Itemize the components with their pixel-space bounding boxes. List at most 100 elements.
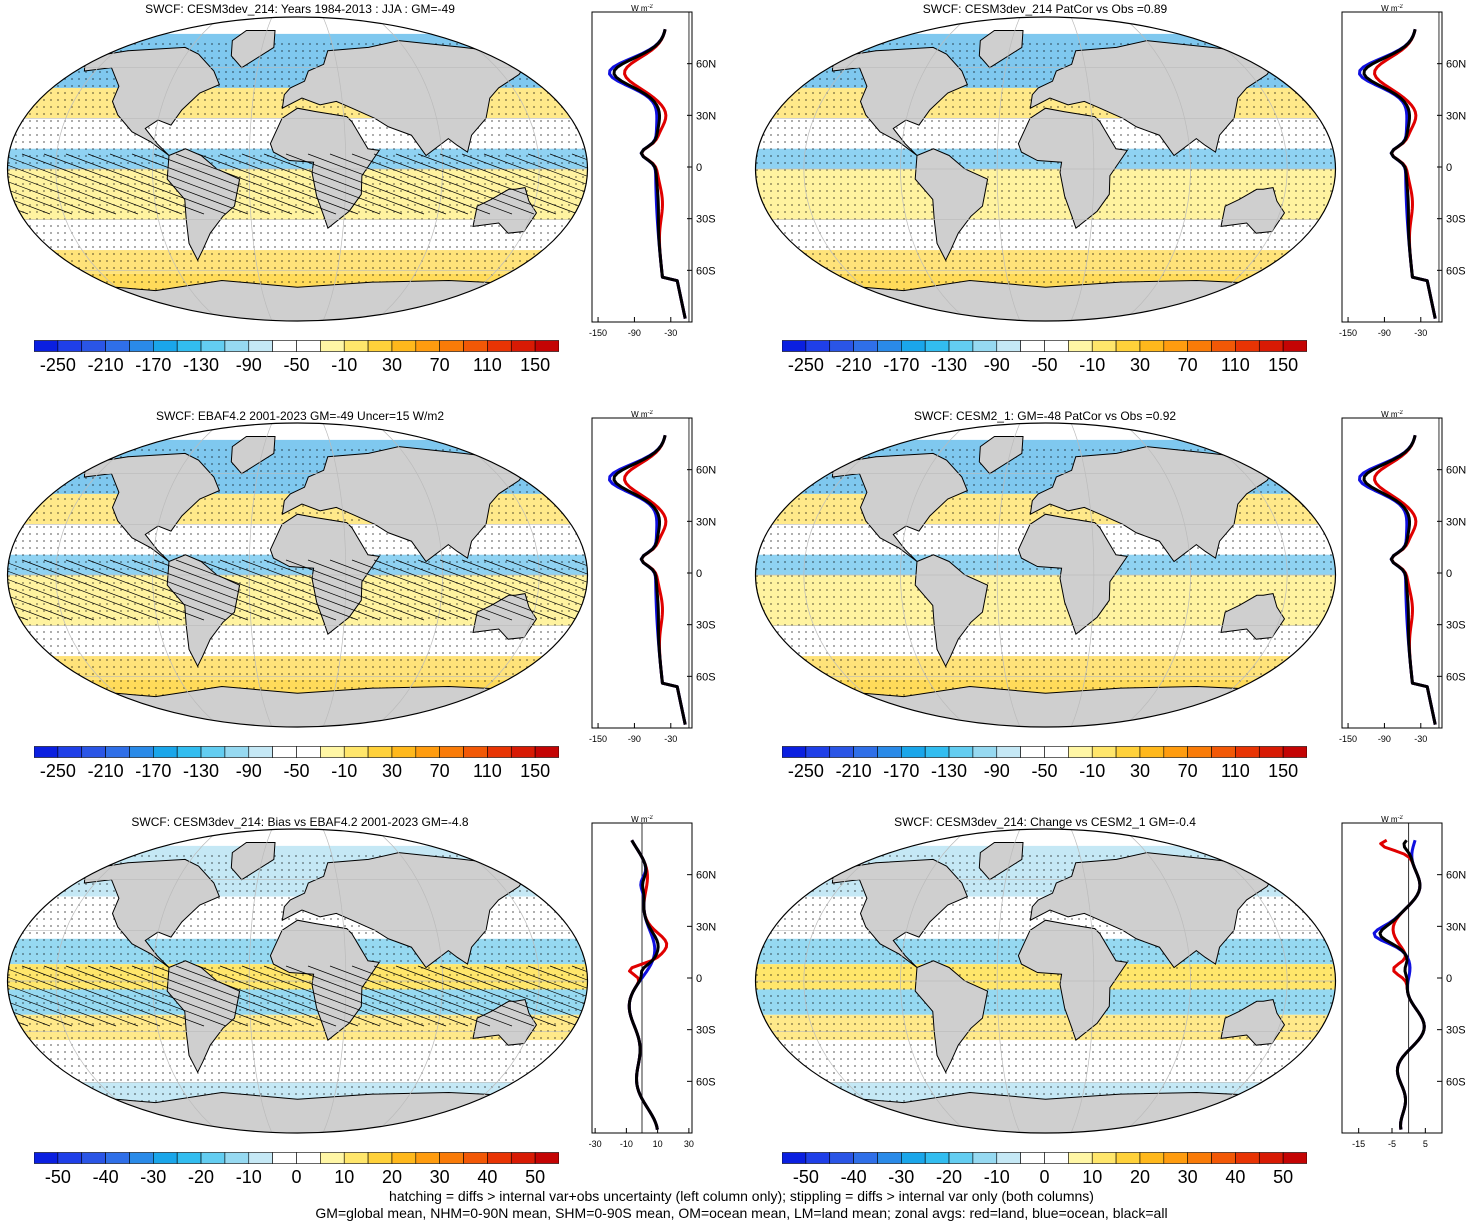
colorbar-swatch [343, 340, 369, 352]
graticule-lon-line [900, 17, 969, 321]
lat-tick-label: 60N [696, 870, 716, 882]
graticule-lon-line [152, 423, 221, 727]
world-map-6 [748, 826, 1343, 1136]
colorbar-swatch [57, 746, 83, 758]
hatch-line [87, 153, 249, 215]
zonal-plot-frame [1341, 11, 1443, 323]
hatch-line [21, 965, 183, 1027]
hatch-line [7, 965, 139, 1027]
hatch-line [0, 154, 6, 214]
hatch-line [7, 559, 161, 621]
colorbar-swatch [296, 746, 321, 758]
colorbar-tick-label: 50 [1273, 1167, 1294, 1187]
colorbar-swatch [1235, 1152, 1260, 1164]
colorbar-swatch [296, 1152, 321, 1164]
colorbar-tick-label: 30 [1177, 1167, 1198, 1187]
land-africa [1017, 513, 1129, 635]
lat-tick-label: 60S [1446, 671, 1466, 683]
x-tick-label: 10 [653, 1139, 663, 1149]
colorbar-swatch [1163, 1152, 1188, 1164]
panel-title-5: SWCF: CESM3dev_214: Bias vs EBAF4.2 2001… [131, 815, 469, 829]
colorbar-tick-label: 150 [520, 355, 551, 375]
graticule-lon-line [803, 423, 918, 727]
lat-tick-label: 60N [1446, 465, 1466, 477]
lat-tick-label: 0 [696, 973, 702, 985]
hatch-line [7, 559, 139, 621]
colorbar-tick-label: 30 [1129, 761, 1150, 781]
hatch-line [197, 153, 359, 215]
colorbar-1 [34, 340, 559, 352]
lat-tick-label: 30N [1446, 516, 1466, 528]
graticule-lon-line [425, 17, 540, 321]
colorbar-swatch [105, 340, 130, 352]
hatch-line [7, 153, 73, 215]
colorbar-swatch [200, 340, 226, 352]
colorbar-swatch [510, 1152, 536, 1164]
colorbar-swatch [1091, 746, 1117, 758]
land-europe-asia [1029, 40, 1272, 157]
graticule-lon-line [1070, 17, 1095, 321]
colorbar-swatch [877, 1152, 902, 1164]
colorbar-swatch [248, 746, 273, 758]
lat-tick-label: 60S [696, 1076, 716, 1088]
colorbar-swatch [129, 746, 154, 758]
colorbar-swatch [1258, 746, 1284, 758]
land-south-america [166, 148, 241, 262]
colorbar-tick-label: 70 [1177, 761, 1198, 781]
colorbar-swatch [463, 340, 488, 352]
hatch-line [65, 965, 227, 1027]
hatch-line [527, 559, 588, 621]
colorbar-swatch [367, 1152, 393, 1164]
colorbar-tick-label: -210 [835, 355, 872, 375]
colorbar-tick-label: 110 [473, 761, 502, 781]
colorbar-swatch [57, 340, 83, 352]
colorbar-tick-label: -130 [931, 355, 968, 375]
x-tick-label: -30 [1414, 734, 1427, 744]
lat-tick-label: 30S [1446, 620, 1466, 632]
hatch-line [21, 153, 183, 215]
colorbar-swatch [1091, 1152, 1117, 1164]
hatch-line [527, 965, 588, 1027]
hatch-line [175, 153, 337, 215]
colorbar-tick-label: -50 [283, 761, 310, 781]
colorbar-tick-label: -50 [1031, 355, 1058, 375]
colorbar-swatch [924, 746, 950, 758]
colorbar-tick-label: -210 [87, 761, 124, 781]
footer-note-2: GM=global mean, NHM=0-90N mean, SHM=0-90… [315, 1205, 1168, 1221]
unit-label: W m-2 [631, 815, 653, 824]
hatch-line [483, 559, 588, 621]
colorbar-tick-label: -20 [936, 1167, 963, 1187]
colorbar-swatch [877, 340, 902, 352]
colorbar-swatch [996, 746, 1021, 758]
hatch-line [395, 559, 557, 621]
colorbar-tick-label: 110 [473, 355, 502, 375]
land-europe-asia [281, 852, 524, 969]
colorbar-2 [782, 340, 1307, 352]
colorbar-swatch [924, 1152, 950, 1164]
graticule-lon-line [996, 17, 1021, 321]
hatch-line [329, 965, 491, 1027]
colorbar-swatch [1068, 1152, 1093, 1164]
colorbar-tick-label: 110 [1221, 761, 1250, 781]
lat-tick-label: 60N [696, 465, 716, 477]
hatch-line [527, 153, 588, 215]
hatch-line [307, 153, 469, 215]
hatch-line [109, 965, 271, 1027]
colorbar-tick-label: -170 [135, 355, 172, 375]
land-australia [472, 187, 538, 234]
colorbar-tick-label: -130 [931, 761, 968, 781]
x-tick-label: -30 [664, 734, 677, 744]
colorbar-swatch [487, 340, 512, 352]
colorbar-tick-label: 30 [381, 355, 402, 375]
colorbar-swatch [1044, 340, 1069, 352]
x-tick-label: -90 [628, 328, 641, 338]
x-tick-label: 5 [1423, 1139, 1428, 1149]
colorbar-swatch [948, 1152, 974, 1164]
x-tick-label: -30 [589, 1139, 602, 1149]
zonal-plot-frame [1341, 822, 1443, 1134]
hatch-line [351, 559, 513, 621]
lat-tick-label: 30N [1446, 110, 1466, 122]
colorbar-tick-label: 40 [477, 1167, 498, 1187]
colorbar-swatch [1139, 340, 1165, 352]
colorbar-6 [782, 1152, 1307, 1164]
